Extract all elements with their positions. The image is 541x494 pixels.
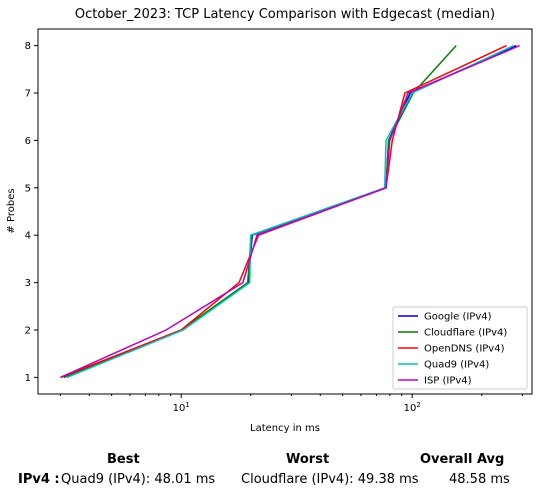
y-tick-label-6: 7 — [25, 88, 31, 99]
legend-label-3: Quad9 (IPv4) — [424, 360, 489, 371]
legend-label-1: Cloudflare (IPv4) — [424, 328, 507, 339]
legend-label-2: OpenDNS (IPv4) — [424, 344, 505, 355]
y-tick-label-7: 8 — [25, 41, 31, 52]
summary-panel: Best Worst Overall Avg IPv4 : Quad9 (IPv… — [0, 452, 541, 494]
overall-avg-value: 48.58 ms — [449, 472, 510, 487]
x-axis-ticks: 101 102 — [59, 394, 523, 414]
best-value: Quad9 (IPv4): 48.01 ms — [61, 472, 216, 487]
chart-title: October_2023: TCP Latency Comparison wit… — [75, 7, 495, 22]
y-tick-label-0: 1 — [25, 373, 31, 384]
plot-frame — [37, 28, 533, 395]
y-tick-label-1: 2 — [25, 326, 31, 337]
y-tick-label-2: 3 — [25, 278, 31, 289]
overall-avg-header: Overall Avg — [420, 452, 505, 467]
latency-chart: October_2023: TCP Latency Comparison wit… — [6, 7, 533, 434]
x-tick-label-1: 102 — [404, 401, 421, 414]
y-tick-label-4: 5 — [25, 183, 31, 194]
legend-box — [392, 306, 528, 390]
worst-header: Worst — [286, 452, 330, 467]
best-header: Best — [107, 452, 140, 467]
ipv4-row-label: IPv4 : — [18, 472, 60, 487]
legend-label-0: Google (IPv4) — [424, 312, 492, 323]
x-tick-label-0: 101 — [173, 401, 190, 414]
legend-label-4: ISP (IPv4) — [424, 376, 472, 387]
series-line-3 — [66, 44, 515, 379]
y-tick-label-5: 6 — [25, 136, 31, 147]
y-axis-ticks: 1 2 3 4 5 6 7 8 — [25, 41, 38, 384]
series-layer — [60, 44, 520, 379]
y-tick-label-3: 4 — [25, 231, 31, 242]
x-axis-label: Latency in ms — [250, 423, 320, 434]
legend: Google (IPv4) Cloudflare (IPv4) OpenDNS (I… — [392, 306, 528, 390]
y-axis-label: # Probes — [6, 188, 17, 233]
worst-value: Cloudflare (IPv4): 49.38 ms — [241, 472, 419, 487]
series-line-4 — [60, 44, 520, 379]
